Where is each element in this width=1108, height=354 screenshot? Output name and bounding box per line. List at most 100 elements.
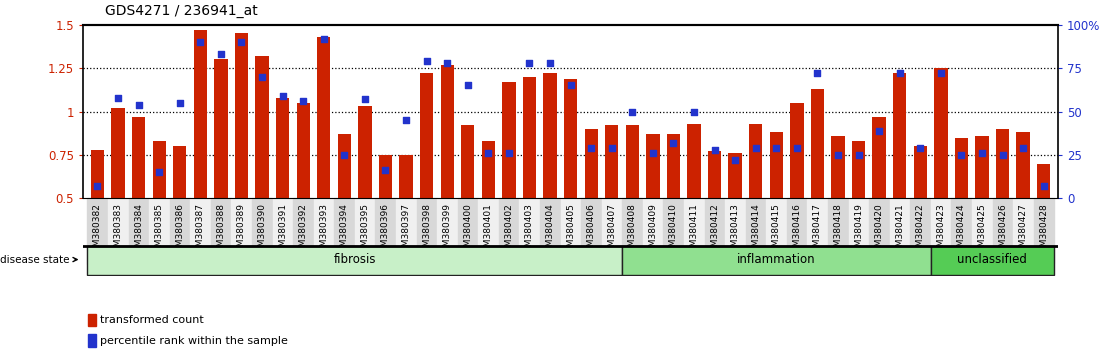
Bar	[88, 334, 95, 347]
Point	[891, 70, 909, 76]
Bar	[338, 134, 351, 198]
Bar	[687, 124, 700, 198]
Point	[171, 100, 188, 105]
Bar	[770, 132, 783, 198]
Bar	[749, 124, 762, 198]
Bar	[317, 37, 330, 198]
Bar	[379, 155, 392, 198]
Bar	[297, 103, 310, 198]
Text: transformed count: transformed count	[100, 315, 204, 325]
Bar	[276, 98, 289, 198]
Point	[747, 145, 765, 151]
Bar	[523, 77, 536, 198]
FancyBboxPatch shape	[622, 246, 931, 275]
Point	[603, 145, 620, 151]
Point	[644, 150, 661, 156]
Point	[480, 150, 497, 156]
Bar	[872, 117, 886, 198]
Point	[809, 70, 827, 76]
Bar	[996, 129, 1009, 198]
Point	[336, 152, 353, 158]
Bar	[605, 125, 618, 198]
Bar	[399, 155, 413, 198]
Point	[233, 39, 250, 45]
Point	[521, 60, 538, 66]
Bar	[173, 146, 186, 198]
Point	[624, 109, 642, 114]
Text: GDS4271 / 236941_at: GDS4271 / 236941_at	[105, 4, 258, 18]
Point	[973, 150, 991, 156]
Point	[829, 152, 847, 158]
Point	[912, 145, 930, 151]
Bar	[255, 56, 269, 198]
Bar	[358, 106, 371, 198]
Point	[788, 145, 806, 151]
Point	[459, 82, 476, 88]
Point	[377, 168, 394, 173]
Bar	[153, 141, 166, 198]
FancyBboxPatch shape	[88, 246, 622, 275]
Bar	[482, 141, 495, 198]
Point	[500, 150, 517, 156]
Bar	[893, 73, 906, 198]
Bar	[1016, 132, 1029, 198]
Bar	[441, 65, 454, 198]
Point	[685, 109, 702, 114]
FancyBboxPatch shape	[931, 246, 1054, 275]
Point	[110, 95, 127, 101]
Bar	[420, 73, 433, 198]
Point	[665, 140, 683, 145]
Bar	[461, 125, 474, 198]
Point	[89, 183, 106, 189]
Bar	[811, 89, 824, 198]
Bar	[214, 59, 227, 198]
Point	[151, 170, 168, 175]
Bar	[728, 153, 742, 198]
Point	[274, 93, 291, 99]
Bar	[646, 134, 659, 198]
Bar	[564, 79, 577, 198]
Point	[850, 152, 868, 158]
Bar	[667, 134, 680, 198]
Bar	[1037, 164, 1050, 198]
Point	[1014, 145, 1032, 151]
Text: disease state: disease state	[0, 255, 78, 264]
Point	[541, 60, 558, 66]
Point	[562, 82, 579, 88]
Bar	[975, 136, 988, 198]
Point	[727, 157, 745, 163]
Point	[439, 60, 456, 66]
Bar	[132, 117, 145, 198]
Bar	[626, 125, 639, 198]
Point	[295, 98, 312, 104]
Bar	[934, 68, 947, 198]
Bar	[790, 103, 803, 198]
Text: fibrosis: fibrosis	[334, 253, 376, 266]
Point	[130, 102, 147, 107]
Point	[953, 152, 971, 158]
Text: percentile rank within the sample: percentile rank within the sample	[100, 336, 288, 346]
Bar	[88, 314, 95, 326]
Bar	[543, 73, 556, 198]
Bar	[112, 108, 125, 198]
Point	[356, 97, 373, 102]
Bar	[91, 150, 104, 198]
Bar	[914, 146, 927, 198]
Point	[583, 145, 601, 151]
Point	[932, 70, 950, 76]
Text: unclassified: unclassified	[957, 253, 1027, 266]
Bar	[194, 30, 207, 198]
Point	[254, 74, 271, 80]
Point	[212, 51, 229, 57]
Point	[192, 39, 209, 45]
Point	[397, 118, 414, 123]
Point	[418, 58, 435, 64]
Point	[870, 128, 888, 133]
Text: inflammation: inflammation	[737, 253, 815, 266]
Bar	[852, 141, 865, 198]
Point	[315, 36, 332, 41]
Point	[768, 145, 786, 151]
Bar	[831, 136, 844, 198]
Bar	[708, 152, 721, 198]
Point	[1035, 183, 1053, 189]
